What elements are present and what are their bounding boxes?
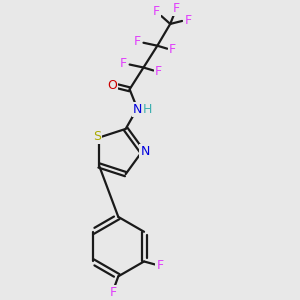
Text: F: F: [110, 286, 117, 299]
Text: O: O: [107, 79, 117, 92]
Text: F: F: [153, 4, 160, 18]
Text: F: F: [134, 35, 141, 48]
Text: H: H: [143, 103, 152, 116]
Text: F: F: [120, 57, 127, 70]
Text: F: F: [172, 2, 180, 15]
Text: N: N: [140, 145, 150, 158]
Text: F: F: [155, 65, 162, 78]
Text: N: N: [133, 103, 142, 116]
Text: F: F: [184, 14, 192, 28]
Text: S: S: [93, 130, 101, 143]
Text: F: F: [156, 259, 164, 272]
Text: F: F: [169, 43, 176, 56]
